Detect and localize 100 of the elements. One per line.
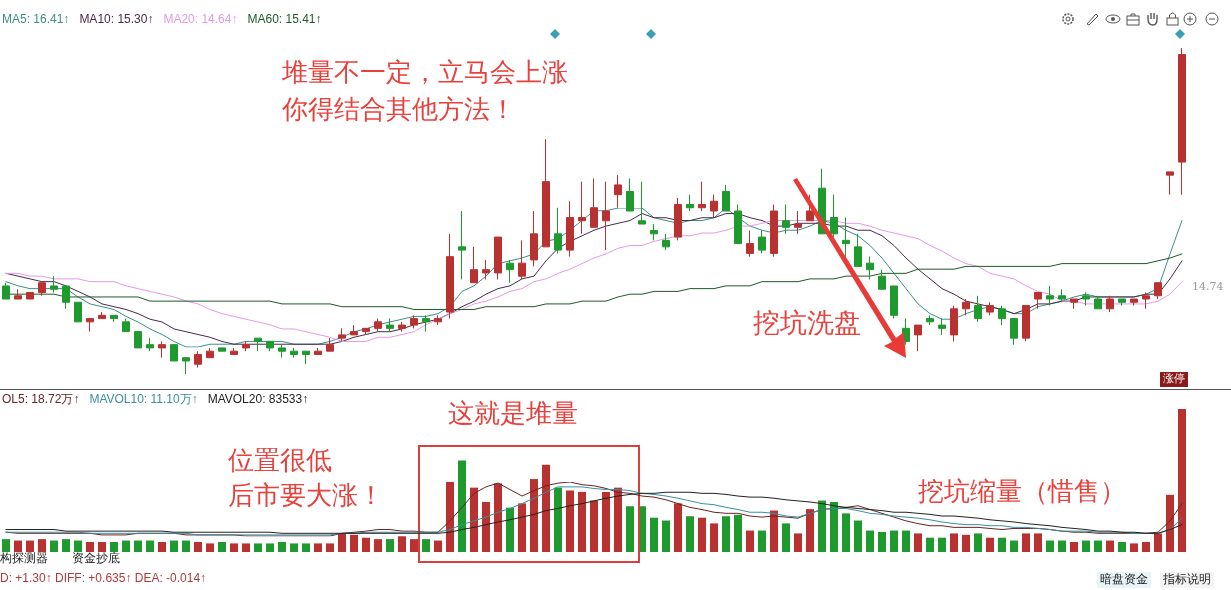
annotation: 构探测器 bbox=[0, 551, 48, 566]
bar bbox=[110, 541, 118, 552]
candlestick bbox=[998, 305, 1006, 326]
bar bbox=[842, 513, 850, 552]
bar bbox=[290, 543, 298, 552]
candlestick bbox=[398, 321, 406, 333]
annotation: 挖坑洗盘 bbox=[753, 307, 861, 339]
candlestick bbox=[974, 295, 982, 323]
candlestick bbox=[374, 318, 382, 333]
text: MA10: 15.30↑ bbox=[79, 12, 154, 26]
candlestick bbox=[650, 223, 658, 241]
candlestick bbox=[662, 233, 670, 251]
bar bbox=[98, 541, 106, 552]
bar bbox=[254, 543, 262, 552]
candlestick bbox=[38, 282, 46, 297]
bar bbox=[14, 540, 22, 552]
candlestick bbox=[2, 282, 10, 300]
candlestick bbox=[734, 203, 742, 245]
candlestick bbox=[86, 318, 94, 333]
annotation: 后市要大涨！ bbox=[228, 480, 384, 511]
candlestick bbox=[410, 314, 418, 329]
candlestick bbox=[326, 337, 334, 352]
bar bbox=[542, 464, 550, 552]
bar bbox=[1130, 543, 1138, 552]
bar bbox=[782, 523, 790, 552]
bar bbox=[770, 510, 778, 552]
bar bbox=[62, 539, 70, 552]
bar bbox=[902, 530, 910, 552]
candlestick bbox=[590, 177, 598, 228]
candlestick bbox=[698, 181, 706, 212]
candlestick bbox=[458, 210, 466, 280]
bar bbox=[74, 540, 82, 552]
bar bbox=[374, 539, 382, 552]
bar bbox=[650, 517, 658, 552]
bar bbox=[662, 520, 670, 552]
bar bbox=[578, 491, 586, 552]
candlestick bbox=[158, 340, 166, 359]
candlestick bbox=[794, 210, 802, 235]
candlestick bbox=[350, 324, 358, 336]
bar bbox=[626, 506, 634, 552]
candlestick bbox=[26, 292, 34, 300]
candlestick bbox=[878, 269, 886, 290]
candlestick bbox=[1142, 292, 1150, 310]
bar bbox=[386, 539, 394, 552]
text: 指标说明 bbox=[1160, 572, 1214, 588]
bar bbox=[422, 539, 430, 552]
candlestick bbox=[950, 305, 958, 342]
bar bbox=[494, 483, 502, 552]
bar bbox=[506, 507, 514, 552]
bar bbox=[998, 537, 1006, 552]
bar bbox=[194, 541, 202, 552]
annotation: 挖坑缩量（惜售） bbox=[918, 476, 1126, 507]
candlestick bbox=[290, 347, 298, 359]
bar bbox=[1022, 533, 1030, 552]
candlestick bbox=[518, 239, 526, 280]
candlestick bbox=[314, 347, 322, 355]
candlestick bbox=[182, 357, 190, 375]
bar bbox=[1058, 540, 1066, 552]
bar bbox=[830, 501, 838, 552]
bar bbox=[86, 541, 94, 552]
bar bbox=[614, 487, 622, 552]
annotation: 涨停 bbox=[1160, 372, 1188, 387]
bar bbox=[326, 543, 334, 552]
candlestick bbox=[842, 217, 850, 258]
bar bbox=[38, 539, 46, 552]
bar bbox=[866, 530, 874, 552]
candlestick bbox=[494, 236, 502, 280]
bar bbox=[914, 533, 922, 552]
candlestick bbox=[1118, 298, 1126, 307]
bar bbox=[1034, 533, 1042, 552]
bar bbox=[974, 533, 982, 552]
candlestick bbox=[50, 275, 58, 293]
bar bbox=[686, 516, 694, 552]
annotation: 这就是堆量 bbox=[448, 398, 578, 429]
candlestick bbox=[542, 138, 550, 248]
bar bbox=[1118, 541, 1126, 552]
bar bbox=[446, 481, 454, 552]
candlestick bbox=[1106, 295, 1114, 313]
candlestick bbox=[914, 324, 922, 352]
candlestick bbox=[866, 256, 874, 280]
candlestick bbox=[710, 194, 718, 219]
bar bbox=[1178, 409, 1186, 552]
candlestick bbox=[854, 233, 862, 267]
bar bbox=[206, 543, 214, 552]
bar bbox=[182, 540, 190, 552]
bar bbox=[218, 541, 226, 552]
text: MA20: 14.64↑ bbox=[163, 12, 238, 26]
candlestick bbox=[218, 347, 226, 352]
candlestick bbox=[230, 347, 238, 355]
candlestick bbox=[746, 230, 754, 258]
bar bbox=[878, 531, 886, 552]
bar bbox=[1094, 540, 1102, 552]
bar bbox=[338, 533, 346, 552]
candlestick bbox=[206, 347, 214, 359]
candlestick bbox=[638, 181, 646, 225]
candlestick bbox=[74, 301, 82, 323]
bar bbox=[314, 543, 322, 552]
bar bbox=[554, 487, 562, 552]
annotation: 位置很低 bbox=[228, 445, 332, 476]
bar bbox=[986, 537, 994, 552]
